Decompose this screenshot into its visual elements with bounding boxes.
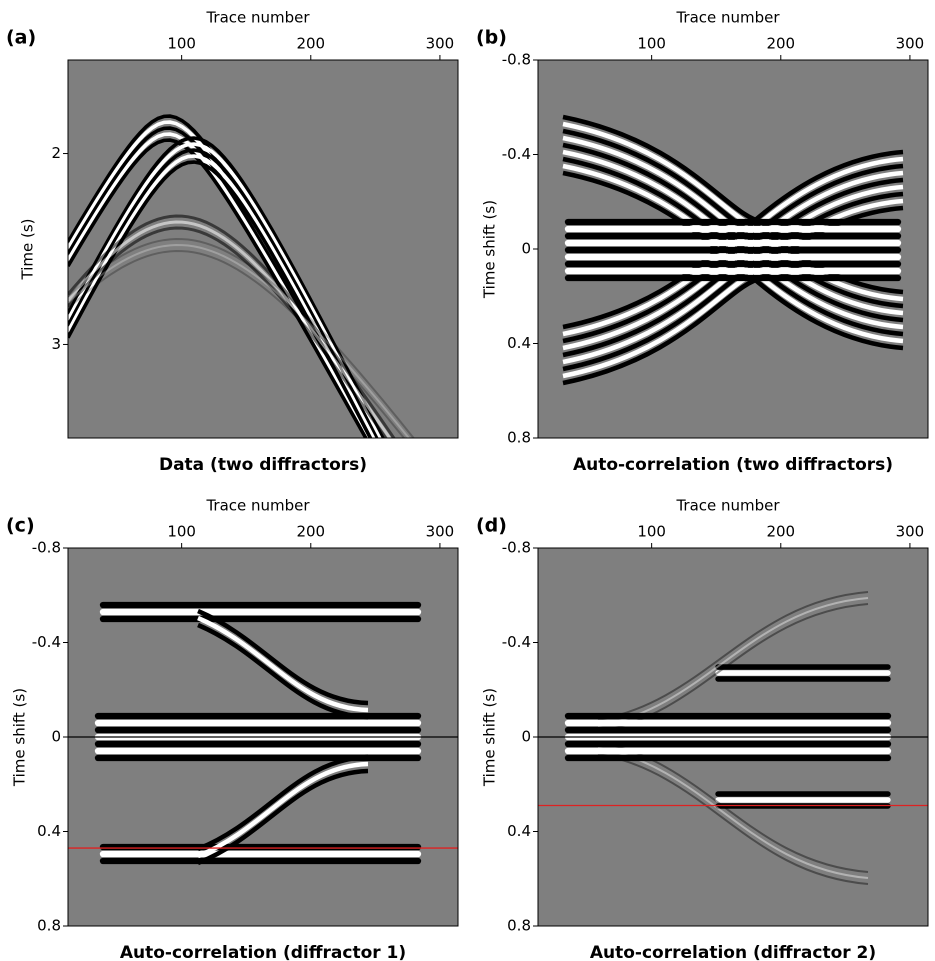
x-tick-label: 300 (896, 35, 925, 53)
event-curve (751, 149, 904, 224)
event-curve (68, 214, 396, 438)
event-curve (68, 142, 382, 438)
panel: 100 200 300 -0.8 -0.4 0 0.4 0.8 Trace number Time… (476, 497, 929, 961)
event-curve (68, 160, 373, 438)
event-curve (197, 768, 369, 866)
event-curve (68, 226, 388, 438)
panel-caption: Auto-correlation (diffractor 1) (120, 943, 406, 961)
panel-label: (a) (6, 27, 36, 49)
y-tick-label: -0.8 (32, 539, 61, 557)
event-curve (751, 269, 904, 344)
y-tick-label: 0.8 (507, 917, 531, 935)
y-tick-label: 0.4 (37, 822, 61, 840)
x-tick-label: 200 (296, 523, 325, 541)
event-curve (751, 276, 904, 351)
event-curve (68, 148, 379, 438)
event-curve (597, 753, 869, 885)
wavefield (68, 114, 415, 438)
y-tick-label: 0 (521, 240, 531, 258)
event-curve (68, 126, 375, 438)
event-curve (68, 238, 415, 438)
panel: 100 200 300 -0.8 -0.4 0 0.4 0.8 Trace number Time… (6, 497, 459, 961)
event-curve (597, 591, 869, 721)
x-tick-label: 300 (426, 523, 455, 541)
x-axis-title: Trace number (205, 497, 310, 515)
wavefield (562, 114, 904, 386)
y-tick-label: 0 (521, 728, 531, 746)
y-tick-label: 0.4 (507, 334, 531, 352)
wavefield (94, 601, 422, 866)
event-curve (68, 250, 406, 438)
event-curve (68, 244, 411, 438)
y-tick-label: 0 (51, 728, 61, 746)
x-tick-label: 100 (167, 35, 196, 53)
y-axis-title: Time (s) (19, 219, 37, 281)
y-axis-title: Time shift (s) (481, 688, 499, 787)
x-tick-label: 300 (896, 523, 925, 541)
x-axis-title: Trace number (675, 497, 780, 515)
x-tick-label: 100 (637, 35, 666, 53)
event-curve (562, 275, 764, 386)
event-curve (68, 138, 368, 438)
panel-caption: Auto-correlation (two diffractors) (573, 455, 893, 475)
y-tick-label: -0.4 (502, 633, 531, 651)
event-curve (68, 132, 372, 438)
x-tick-label: 100 (167, 523, 196, 541)
event-curve (197, 608, 369, 706)
y-tick-label: -0.8 (502, 51, 531, 69)
y-axis-title: Time shift (s) (11, 688, 29, 787)
event-curve (562, 114, 764, 225)
panel: 100 200 300 2 3 Trace number Time (s) (a) Data (… (6, 9, 459, 475)
panel-caption: Data (two diffractors) (159, 455, 367, 475)
panel-label: (b) (476, 27, 507, 49)
x-tick-label: 200 (766, 35, 795, 53)
y-tick-label: 3 (51, 335, 61, 353)
panel-caption: Auto-correlation (diffractor 2) (590, 943, 876, 961)
wavefield (564, 591, 892, 885)
event-curve (751, 156, 904, 231)
x-axis-title: Trace number (205, 9, 310, 27)
x-tick-label: 100 (637, 523, 666, 541)
y-tick-label: 0.8 (507, 429, 531, 447)
y-tick-label: 2 (51, 144, 61, 162)
x-tick-label: 200 (296, 35, 325, 53)
panel: 100 200 300 -0.8 -0.4 0 0.4 0.8 Trace number Time… (476, 9, 929, 475)
event-curve (68, 220, 392, 438)
y-tick-label: 0.4 (507, 822, 531, 840)
y-axis-title: Time shift (s) (481, 200, 499, 299)
panel-label: (c) (6, 515, 35, 537)
x-tick-label: 200 (766, 523, 795, 541)
plot-frame (67, 59, 459, 439)
y-tick-label: -0.8 (502, 539, 531, 557)
y-tick-label: -0.4 (32, 633, 61, 651)
y-tick-label: -0.4 (502, 145, 531, 163)
y-tick-label: 0.8 (37, 917, 61, 935)
event-curve (68, 154, 376, 438)
event-curve (197, 615, 369, 713)
x-tick-label: 300 (426, 35, 455, 53)
x-axis-title: Trace number (675, 9, 780, 27)
event-curve (68, 136, 385, 438)
event-curve (197, 761, 369, 859)
panel-label: (d) (476, 515, 507, 537)
